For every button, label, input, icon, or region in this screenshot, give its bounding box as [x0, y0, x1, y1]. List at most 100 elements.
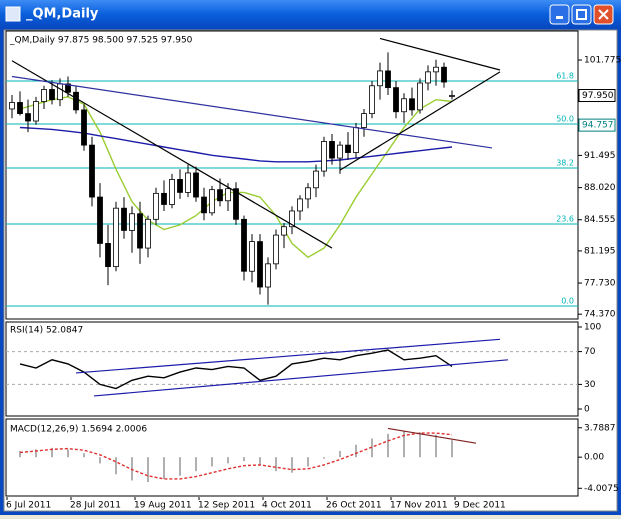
- trend-line: [11, 60, 333, 249]
- x-tick-label: 12 Sep 2011: [198, 501, 255, 511]
- candle-body: [273, 234, 279, 265]
- candle-body: [425, 71, 431, 84]
- trend-line: [75, 338, 501, 374]
- macd-bar: [243, 457, 245, 462]
- macd-bar: [211, 457, 213, 467]
- trend-line: [379, 37, 501, 71]
- x-tick-label: 6 Jul 2011: [6, 501, 51, 511]
- app-icon: [5, 6, 21, 22]
- maximize-button[interactable]: [571, 4, 592, 25]
- chart-area: [3, 29, 618, 512]
- panel-title: _QM,Daily 97.875 98.500 97.525 97.950: [9, 36, 193, 46]
- candle-body: [41, 89, 47, 102]
- x-tick-label: 17 Nov 2011: [390, 501, 448, 511]
- candle-body: [377, 70, 383, 87]
- candle-body: [361, 113, 367, 128]
- candle-body: [433, 66, 439, 73]
- candle-body: [313, 170, 319, 189]
- macd-bar: [19, 450, 21, 458]
- candle-body: [337, 144, 343, 159]
- y-tick-label: 100: [584, 323, 601, 333]
- macd-bar: [147, 457, 149, 483]
- macd-bar: [291, 457, 293, 473]
- candle-body: [409, 98, 415, 111]
- macd-bar: [179, 457, 181, 476]
- y-tick-label: 0: [584, 405, 590, 415]
- candle-body: [393, 87, 399, 113]
- macd-bar: [307, 457, 309, 467]
- candle-body: [353, 127, 359, 153]
- candle-body: [9, 102, 15, 110]
- macd-bar: [451, 440, 453, 458]
- candle-body: [449, 95, 455, 97]
- candle-body: [329, 141, 335, 159]
- y-tick-label: 91.495: [584, 151, 616, 161]
- trend-line: [387, 427, 477, 444]
- candle-body: [217, 189, 223, 202]
- signal-line: [19, 432, 453, 480]
- x-tick-label: 4 Oct 2011: [262, 501, 312, 511]
- candle-body: [169, 179, 175, 205]
- x-tick-label: 28 Jul 2011: [70, 501, 121, 511]
- macd-bar: [339, 450, 341, 458]
- plots: 61.8 50.0 38.2 23.6 0.0 101.775 88.020 84.555 81…: [5, 30, 621, 511]
- minimize-icon: [556, 16, 563, 19]
- candle-body: [385, 70, 391, 89]
- candle-body: [225, 188, 231, 202]
- title-bar: [0, 0, 621, 28]
- candle-body: [185, 172, 191, 193]
- candle-body: [33, 101, 39, 122]
- panel-border: [5, 30, 579, 320]
- macd-bar: [435, 434, 437, 458]
- macd-bar: [115, 457, 117, 475]
- macd-bar: [51, 447, 53, 458]
- candle-body: [305, 187, 311, 200]
- minimize-button[interactable]: [549, 4, 570, 25]
- candle-body: [177, 179, 183, 193]
- candle-body: [17, 102, 23, 114]
- candle-body: [321, 141, 327, 172]
- panel-border: [5, 321, 579, 417]
- price-marker: [578, 118, 616, 132]
- x-tick-label: 26 Oct 2011: [326, 501, 382, 511]
- trend-line: [11, 75, 493, 149]
- macd-bar: [227, 457, 229, 464]
- candle-body: [241, 218, 247, 272]
- candle-body: [105, 243, 111, 268]
- candle-body: [401, 98, 407, 113]
- macd-bar: [83, 453, 85, 458]
- y-tick-label: 88.020: [584, 183, 616, 193]
- fib-label: 50.0: [556, 115, 574, 124]
- window-title: _QM,Daily: [26, 7, 99, 22]
- price-marker: [578, 89, 616, 103]
- candle-body: [153, 192, 159, 220]
- trend-line: [93, 359, 509, 397]
- macd-bar: [403, 430, 405, 458]
- candle-body: [297, 198, 303, 212]
- moving-average: [19, 126, 453, 163]
- candle-body: [161, 192, 167, 205]
- candle-body: [209, 189, 215, 214]
- candle-body: [121, 207, 127, 231]
- candle-body: [137, 213, 143, 249]
- macd-bar: [195, 457, 197, 472]
- candle-body: [233, 188, 239, 220]
- candle-body: [441, 66, 447, 83]
- y-tick-label: 30: [584, 380, 596, 390]
- macd-bar: [419, 432, 421, 458]
- candle-body: [417, 82, 423, 111]
- x-tick-label: 19 Aug 2011: [134, 501, 192, 511]
- candle-body: [81, 109, 87, 146]
- macd-bar: [259, 457, 261, 465]
- macd-bar: [387, 433, 389, 458]
- macd-bar: [355, 444, 357, 458]
- candle-body: [49, 89, 55, 101]
- candle-body: [265, 263, 271, 288]
- candle-body: [129, 213, 135, 231]
- candle-body: [89, 144, 95, 198]
- candle-body: [281, 226, 287, 236]
- y-tick-label: 3.7887: [584, 423, 616, 433]
- candle-body: [113, 207, 119, 268]
- fib-label: 23.6: [556, 215, 574, 224]
